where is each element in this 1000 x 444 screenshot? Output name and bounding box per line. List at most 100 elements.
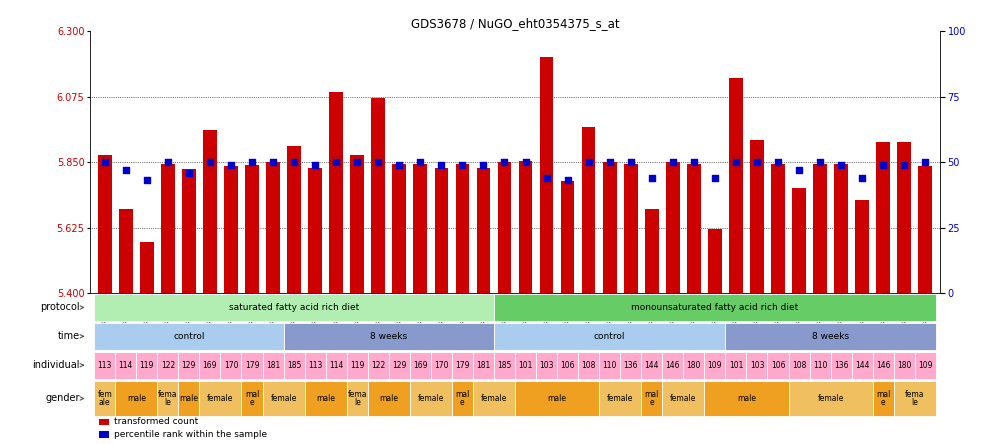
Bar bbox=[876, 142, 890, 293]
Bar bbox=[263, 381, 305, 416]
Bar bbox=[284, 352, 305, 379]
Text: 109: 109 bbox=[918, 361, 933, 370]
Point bbox=[349, 159, 365, 166]
Text: 185: 185 bbox=[287, 361, 301, 370]
Text: female: female bbox=[607, 394, 633, 403]
Point bbox=[707, 174, 723, 181]
Text: 101: 101 bbox=[518, 361, 533, 370]
Bar bbox=[182, 169, 196, 293]
Point bbox=[307, 161, 323, 168]
Text: male: male bbox=[548, 394, 567, 403]
Point bbox=[181, 169, 197, 176]
Text: 106: 106 bbox=[771, 361, 785, 370]
Bar bbox=[266, 162, 280, 293]
Bar bbox=[368, 381, 410, 416]
Bar bbox=[326, 352, 347, 379]
Text: mal
e: mal e bbox=[645, 390, 659, 407]
Bar bbox=[410, 352, 431, 379]
Point bbox=[812, 159, 828, 166]
Bar bbox=[894, 381, 936, 416]
Bar bbox=[98, 419, 109, 425]
Text: 119: 119 bbox=[140, 361, 154, 370]
Text: 8 weeks: 8 weeks bbox=[370, 332, 407, 341]
Bar bbox=[477, 168, 490, 293]
Point bbox=[97, 159, 113, 166]
Bar bbox=[704, 352, 725, 379]
Bar bbox=[746, 352, 767, 379]
Bar bbox=[140, 242, 154, 293]
Bar bbox=[157, 381, 178, 416]
Text: female: female bbox=[817, 394, 844, 403]
Bar bbox=[157, 352, 178, 379]
Point bbox=[791, 166, 807, 174]
Text: male: male bbox=[179, 394, 198, 403]
Text: mal
e: mal e bbox=[876, 390, 890, 407]
Text: 122: 122 bbox=[371, 361, 385, 370]
Text: 113: 113 bbox=[98, 361, 112, 370]
Text: female: female bbox=[207, 394, 234, 403]
Bar bbox=[350, 155, 364, 293]
Point bbox=[854, 174, 870, 181]
Bar bbox=[873, 352, 894, 379]
Bar bbox=[203, 130, 217, 293]
Bar bbox=[494, 323, 725, 350]
Bar bbox=[498, 162, 511, 293]
Point bbox=[833, 161, 849, 168]
Bar bbox=[178, 352, 199, 379]
Point bbox=[244, 159, 260, 166]
Bar bbox=[662, 352, 683, 379]
Text: percentile rank within the sample: percentile rank within the sample bbox=[114, 430, 267, 439]
Text: female: female bbox=[481, 394, 507, 403]
Point bbox=[728, 159, 744, 166]
Text: fem
ale: fem ale bbox=[97, 390, 112, 407]
Text: 180: 180 bbox=[687, 361, 701, 370]
Text: 169: 169 bbox=[203, 361, 217, 370]
Bar bbox=[119, 209, 133, 293]
Bar bbox=[708, 229, 722, 293]
Text: 144: 144 bbox=[645, 361, 659, 370]
Bar bbox=[452, 352, 473, 379]
Bar bbox=[897, 142, 911, 293]
Point bbox=[581, 159, 597, 166]
Text: 146: 146 bbox=[666, 361, 680, 370]
Bar bbox=[771, 163, 785, 293]
Text: individual: individual bbox=[32, 360, 80, 370]
Bar bbox=[855, 200, 869, 293]
Text: 129: 129 bbox=[392, 361, 406, 370]
Point bbox=[412, 159, 428, 166]
Bar bbox=[750, 140, 764, 293]
Bar bbox=[894, 352, 915, 379]
Bar bbox=[918, 166, 932, 293]
Bar bbox=[666, 162, 680, 293]
Bar bbox=[789, 381, 873, 416]
Point bbox=[896, 161, 912, 168]
Point bbox=[644, 174, 660, 181]
Text: 101: 101 bbox=[729, 361, 743, 370]
Text: 110: 110 bbox=[602, 361, 617, 370]
Point bbox=[518, 159, 534, 166]
Text: 110: 110 bbox=[813, 361, 827, 370]
Text: 129: 129 bbox=[182, 361, 196, 370]
Text: 146: 146 bbox=[876, 361, 890, 370]
Text: fema
le: fema le bbox=[905, 390, 925, 407]
Text: saturated fatty acid rich diet: saturated fatty acid rich diet bbox=[229, 303, 359, 312]
Point bbox=[223, 161, 239, 168]
Text: 136: 136 bbox=[834, 361, 848, 370]
Bar bbox=[241, 352, 263, 379]
Point bbox=[623, 159, 639, 166]
Text: 181: 181 bbox=[266, 361, 280, 370]
Bar bbox=[599, 381, 641, 416]
Bar bbox=[852, 352, 873, 379]
Point bbox=[665, 159, 681, 166]
Bar bbox=[94, 294, 494, 321]
Point bbox=[370, 159, 386, 166]
Bar bbox=[603, 162, 617, 293]
Point bbox=[328, 159, 344, 166]
Text: 114: 114 bbox=[119, 361, 133, 370]
Bar bbox=[347, 381, 368, 416]
Text: 180: 180 bbox=[897, 361, 911, 370]
Text: 103: 103 bbox=[539, 361, 554, 370]
Bar bbox=[224, 166, 238, 293]
Bar bbox=[178, 381, 199, 416]
Text: 170: 170 bbox=[434, 361, 449, 370]
